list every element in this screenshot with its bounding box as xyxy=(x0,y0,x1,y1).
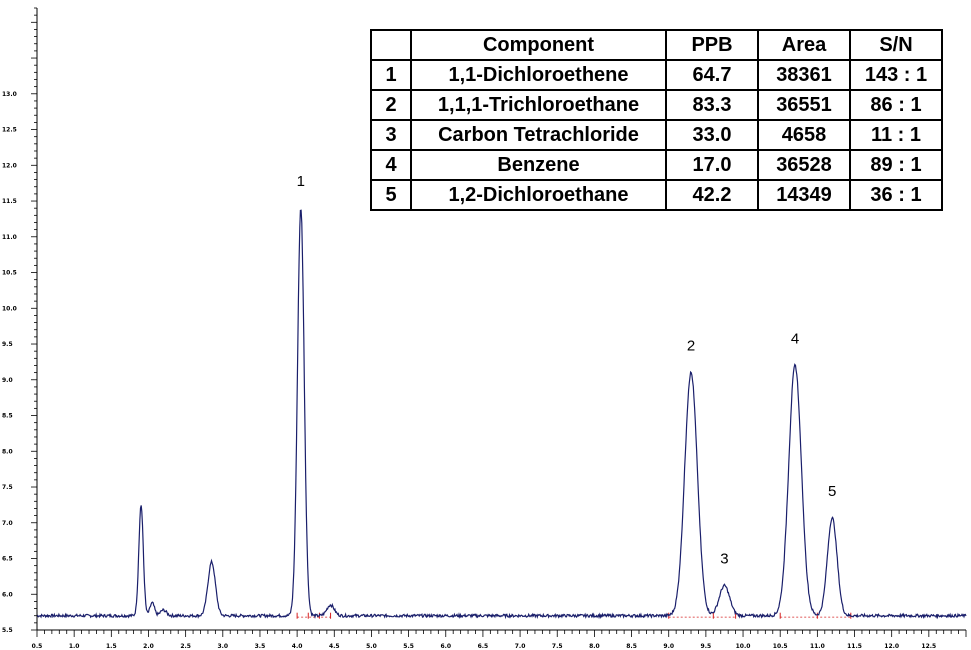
row-area: 36551 xyxy=(757,89,851,121)
table-row: 5 1,2-Dichloroethane 42.2 14349 36 : 1 xyxy=(370,179,943,211)
table-header-row: Component PPB Area S/N xyxy=(370,29,943,61)
x-tick-label: 5.5 xyxy=(403,643,414,650)
x-tick-label: 11.5 xyxy=(847,643,862,650)
x-tick-label: 11.0 xyxy=(810,643,825,650)
row-ppb: 33.0 xyxy=(665,119,759,151)
row-sn: 89 : 1 xyxy=(849,149,943,181)
peak-label-3: 3 xyxy=(720,551,728,568)
x-tick-label: 1.5 xyxy=(106,643,117,650)
header-area: Area xyxy=(757,29,851,61)
y-tick-label: 10.0 xyxy=(2,305,17,312)
chromatogram-trace xyxy=(36,209,967,620)
table-row: 1 1,1-Dichloroethene 64.7 38361 143 : 1 xyxy=(370,59,943,91)
x-tick-label: 10.0 xyxy=(736,643,751,650)
results-table: Component PPB Area S/N 1 1,1-Dichloroeth… xyxy=(370,29,943,211)
row-area: 14349 xyxy=(757,179,851,211)
row-index: 5 xyxy=(370,179,412,211)
y-tick-label: 11.5 xyxy=(2,198,17,205)
row-ppb: 64.7 xyxy=(665,59,759,91)
row-index: 3 xyxy=(370,119,412,151)
x-tick-label: 5.0 xyxy=(366,643,377,650)
row-ppb: 17.0 xyxy=(665,149,759,181)
y-tick-label: 10.5 xyxy=(2,270,17,277)
row-sn: 11 : 1 xyxy=(849,119,943,151)
y-tick-label: 9.5 xyxy=(2,341,13,348)
peak-label-4: 4 xyxy=(791,330,799,347)
x-tick-label: 2.0 xyxy=(143,643,154,650)
x-tick-label: 12.0 xyxy=(884,643,899,650)
x-tick-label: 7.5 xyxy=(552,643,563,650)
row-sn: 86 : 1 xyxy=(849,89,943,121)
peak-labels: 1 2 3 4 5 xyxy=(297,173,837,567)
x-tick-label: 2.5 xyxy=(180,643,191,650)
peak-label-5: 5 xyxy=(828,483,836,500)
y-tick-label: 12.0 xyxy=(2,162,17,169)
row-area: 4658 xyxy=(757,119,851,151)
x-tick-label: 7.0 xyxy=(515,643,526,650)
peak-label-1: 1 xyxy=(297,173,305,190)
x-tick-label: 3.5 xyxy=(255,643,266,650)
y-tick-label: 12.5 xyxy=(2,127,17,134)
row-index: 4 xyxy=(370,149,412,181)
x-tick-label: 4.0 xyxy=(292,643,303,650)
header-component: Component xyxy=(410,29,667,61)
integration-markers xyxy=(296,612,852,619)
table-row: 3 Carbon Tetrachloride 33.0 4658 11 : 1 xyxy=(370,119,943,151)
header-index xyxy=(370,29,412,61)
y-tick-label: 5.5 xyxy=(2,627,13,634)
row-index: 1 xyxy=(370,59,412,91)
chart-axes: 5.56.06.57.07.58.08.59.09.510.010.511.01… xyxy=(2,7,967,650)
row-component: Carbon Tetrachloride xyxy=(410,119,667,151)
y-tick-label: 11.0 xyxy=(2,234,17,241)
x-tick-label: 10.5 xyxy=(773,643,788,650)
x-tick-label: 6.5 xyxy=(478,643,489,650)
header-sn: S/N xyxy=(849,29,943,61)
peak-label-2: 2 xyxy=(687,338,695,355)
row-component: 1,1,1-Trichloroethane xyxy=(410,89,667,121)
y-tick-label: 7.0 xyxy=(2,520,13,527)
x-tick-label: 3.0 xyxy=(217,643,228,650)
y-tick-label: 13.0 xyxy=(2,91,17,98)
y-tick-label: 9.0 xyxy=(2,377,13,384)
x-tick-label: 12.5 xyxy=(921,643,936,650)
row-component: 1,2-Dichloroethane xyxy=(410,179,667,211)
row-component: Benzene xyxy=(410,149,667,181)
row-index: 2 xyxy=(370,89,412,121)
table-row: 4 Benzene 17.0 36528 89 : 1 xyxy=(370,149,943,181)
table-row: 2 1,1,1-Trichloroethane 83.3 36551 86 : … xyxy=(370,89,943,121)
x-tick-label: 0.5 xyxy=(32,643,43,650)
y-tick-label: 7.5 xyxy=(2,484,13,491)
x-tick-label: 6.0 xyxy=(440,643,451,650)
x-tick-label: 1.0 xyxy=(69,643,80,650)
row-ppb: 42.2 xyxy=(665,179,759,211)
y-tick-label: 8.5 xyxy=(2,413,13,420)
x-tick-label: 8.5 xyxy=(626,643,637,650)
y-tick-label: 8.0 xyxy=(2,448,13,455)
row-ppb: 83.3 xyxy=(665,89,759,121)
x-tick-label: 8.0 xyxy=(589,643,600,650)
y-tick-label: 6.0 xyxy=(2,591,13,598)
row-component: 1,1-Dichloroethene xyxy=(410,59,667,91)
x-tick-label: 9.5 xyxy=(701,643,712,650)
row-area: 38361 xyxy=(757,59,851,91)
row-sn: 36 : 1 xyxy=(849,179,943,211)
row-sn: 143 : 1 xyxy=(849,59,943,91)
x-tick-label: 4.5 xyxy=(329,643,340,650)
header-ppb: PPB xyxy=(665,29,759,61)
y-tick-label: 6.5 xyxy=(2,556,13,563)
row-area: 36528 xyxy=(757,149,851,181)
x-tick-label: 9.0 xyxy=(663,643,674,650)
